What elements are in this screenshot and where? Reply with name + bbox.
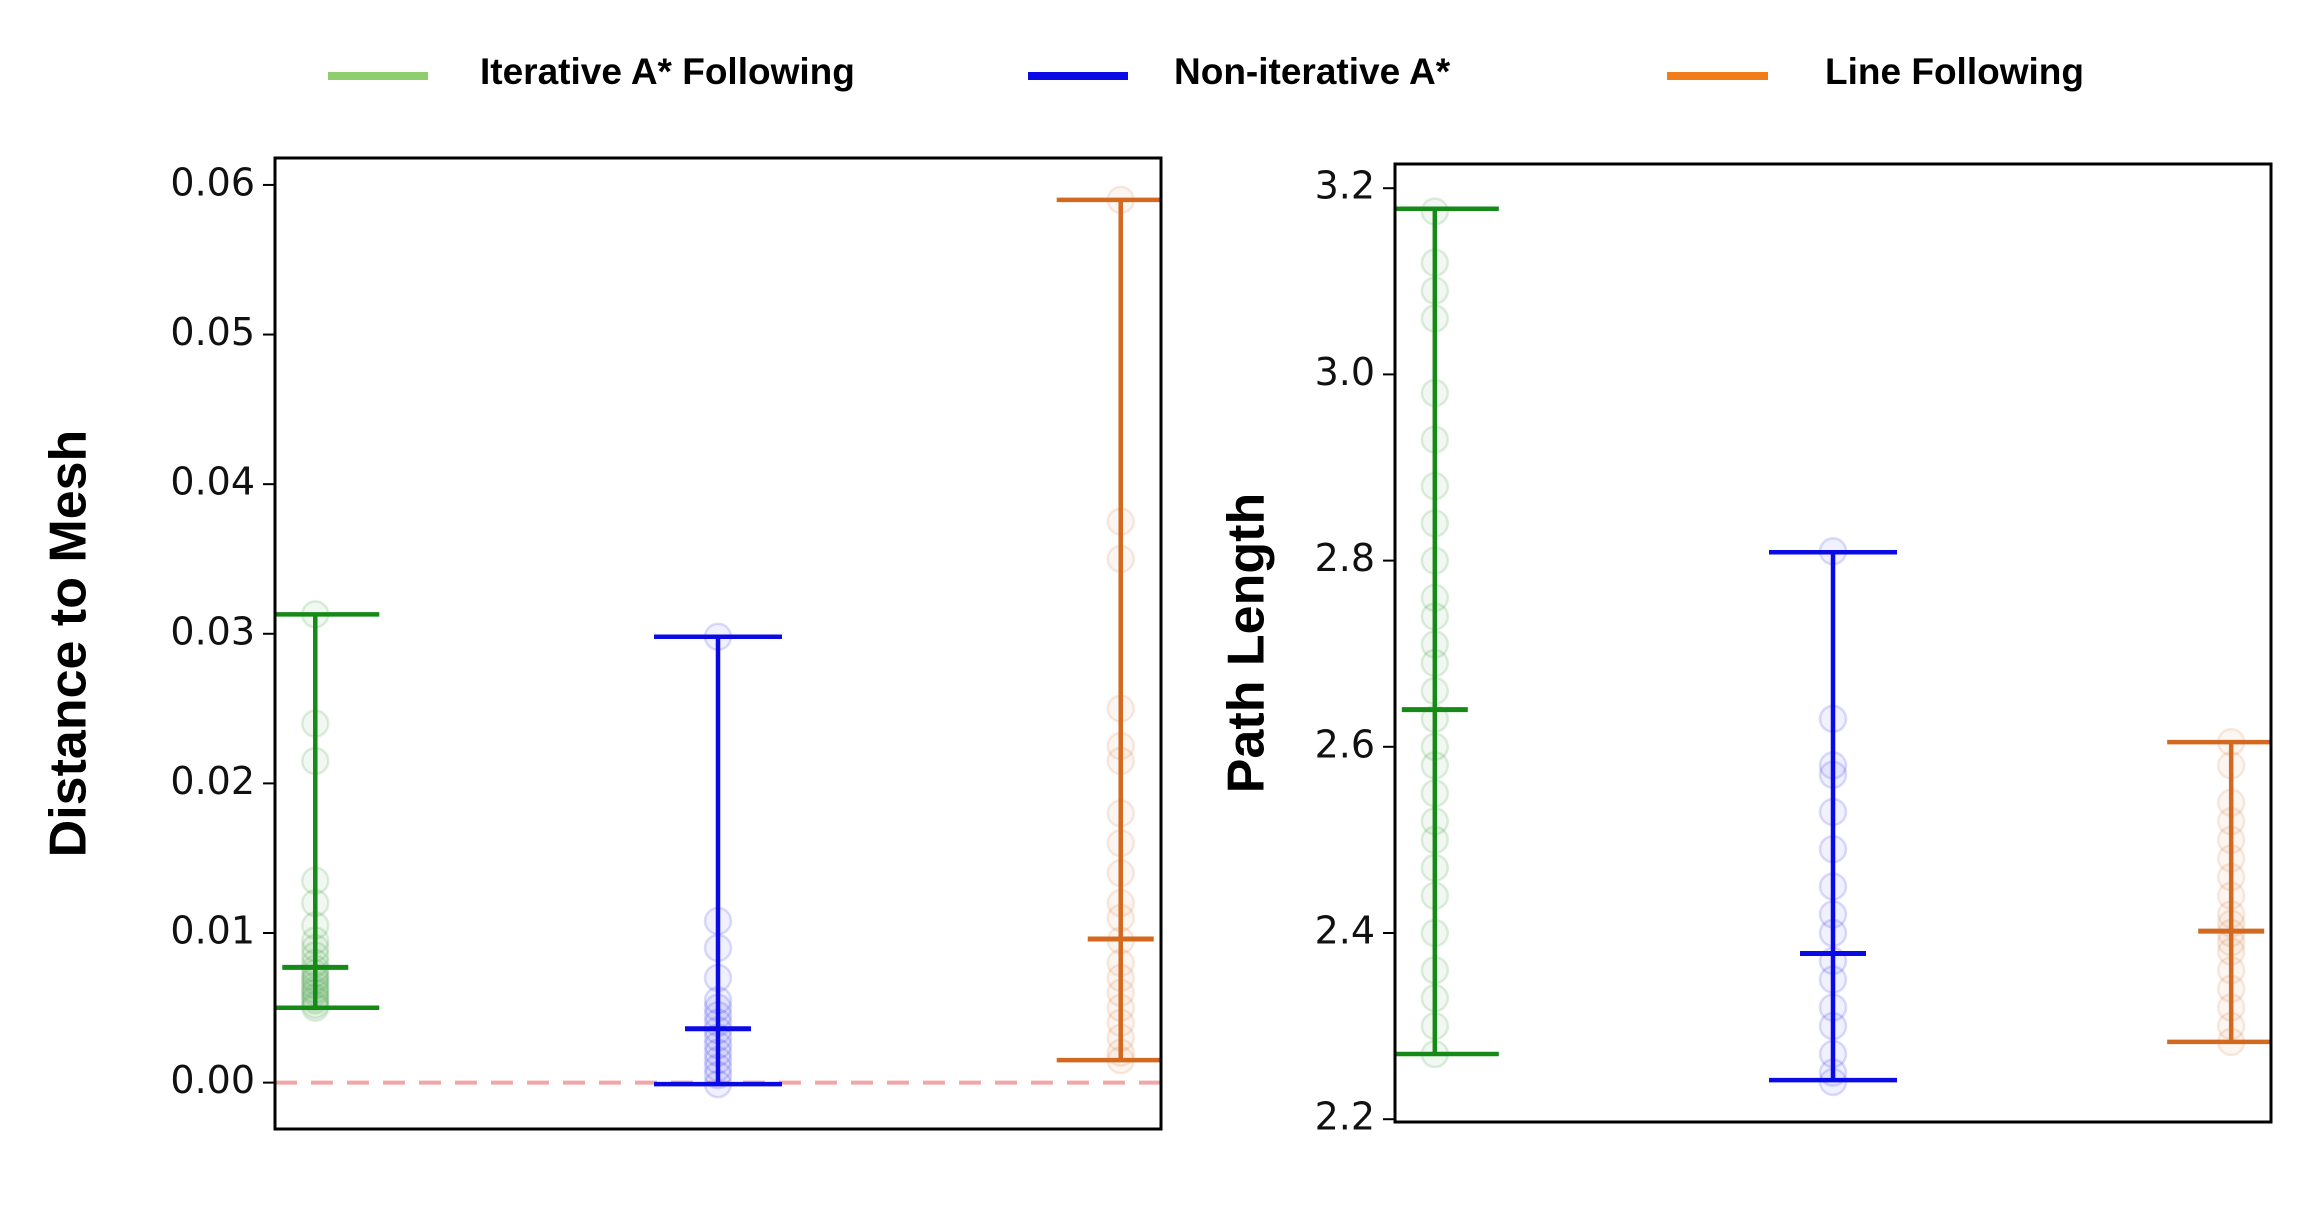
y-tick-label: 0.05 <box>170 310 255 354</box>
y-tick-label: 2.4 <box>1315 909 1375 953</box>
y-tick-label: 2.2 <box>1315 1095 1375 1139</box>
y-tick-label: 2.6 <box>1315 722 1375 766</box>
y-tick-label: 0.02 <box>170 759 255 803</box>
y-axis-label: Distance to Mesh <box>40 430 98 858</box>
y-tick-label: 0.03 <box>170 609 255 653</box>
plot-area <box>1395 197 2271 1097</box>
y-tick-label: 3.2 <box>1315 164 1375 208</box>
y-tick-label: 0.04 <box>170 460 255 504</box>
legend-label: Non-iterative A* <box>1174 51 1451 92</box>
y-axis-label: Path Length <box>1218 493 1276 793</box>
legend-label: Line Following <box>1825 51 2084 92</box>
plot-frame <box>273 156 1163 1131</box>
y-tick-label: 0.06 <box>170 160 255 204</box>
plot-frame <box>1393 162 2273 1124</box>
y-tick-label: 3.0 <box>1315 350 1375 394</box>
y-tick-label: 0.00 <box>170 1058 255 1102</box>
y-tick-label: 2.8 <box>1315 536 1375 580</box>
legend-label: Iterative A* Following <box>480 51 855 92</box>
plot-area <box>275 185 1161 1099</box>
y-tick-label: 0.01 <box>170 909 255 953</box>
